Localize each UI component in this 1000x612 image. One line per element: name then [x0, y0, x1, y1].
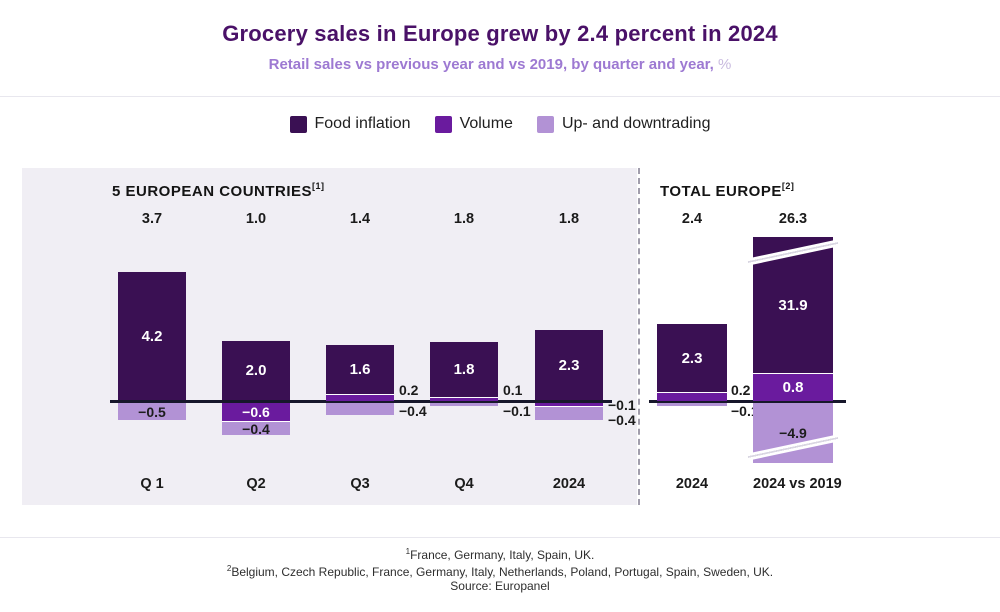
volume-swatch-icon: [434, 115, 452, 133]
category-label-2024: 2024: [552, 476, 586, 492]
bar-q3-inflation-label: 1.6: [349, 361, 371, 378]
bar-q3-volume-segment: [326, 394, 394, 401]
total-label-q2: 1.0: [245, 211, 267, 227]
bar-q3-downtrading-label: −0.4: [399, 403, 427, 419]
bar-te2024vs2019-downtrading-label: −4.9: [779, 425, 807, 441]
legend-label: Food inflation: [314, 115, 411, 132]
left-axis-line: [110, 400, 612, 403]
bar-2024-food-inflation-segment: 2.3: [535, 330, 603, 400]
bar-q3-volume-label: 0.2: [399, 382, 419, 398]
bar-q4-volume-label: 0.1: [503, 382, 523, 398]
up-downtrading-swatch-icon: [536, 115, 554, 133]
bar-te2024-downtrading-segment: [657, 403, 727, 406]
bar-q2-food-inflation-segment: 2.0: [222, 341, 290, 400]
legend-item-volume: Volume: [434, 115, 513, 133]
category-label-q4: Q4: [454, 476, 474, 492]
category-label-q3: Q3: [350, 476, 370, 492]
total-label-2024: 1.8: [558, 211, 580, 227]
category-label-te2024vs2019: 2024 vs 2019: [753, 476, 842, 492]
source-line: Source: Europanel: [450, 579, 550, 593]
footnote-1-ref: 1: [405, 547, 411, 556]
bar-2024-downtrading-label: −0.4: [608, 412, 636, 428]
bar-q1-downtrading-segment: −0.5: [118, 403, 186, 420]
bar-q4-downtrading-segment: [430, 403, 498, 406]
bar-q3-food-inflation-segment: 1.6: [326, 345, 394, 394]
bar-q1-food-inflation-segment: 4.2: [118, 272, 186, 400]
bar-q2-volume-segment: −0.6: [222, 403, 290, 421]
page-subtitle: Retail sales vs previous year and vs 201…: [0, 56, 1000, 73]
legend-label: Up- and downtrading: [561, 115, 711, 132]
bar-2024-downtrading-segment: [535, 406, 603, 420]
page-title: Grocery sales in Europe grew by 2.4 perc…: [222, 21, 778, 46]
total-label-q3: 1.4: [349, 211, 371, 227]
bar-2024-volume-label: −0.1: [608, 397, 636, 413]
left-panel-title-text: 5 EUROPEAN COUNTRIES: [112, 183, 313, 200]
bar-te2024-food-inflation-segment: 2.3: [657, 324, 727, 392]
bar-te2024-inflation-label: 2.3: [681, 349, 703, 367]
header-divider: [0, 96, 1000, 97]
bar-q2-inflation-label: 2.0: [245, 362, 267, 379]
footer-divider: [0, 537, 1000, 538]
right-panel-title-text: TOTAL EUROPE: [660, 183, 782, 200]
footnote-1-text: France, Germany, Italy, Spain, UK.: [410, 548, 595, 562]
bar-q2-volume-label: −0.6: [242, 404, 270, 420]
footnote-2: 2Belgium, Czech Republic, France, German…: [0, 561, 1000, 580]
legend-label: Volume: [459, 115, 513, 132]
total-label-te2024: 2.4: [681, 211, 703, 227]
legend-item-food-inflation: Food inflation: [289, 115, 411, 133]
bar-te2024vs2019-volume-label: 0.8: [782, 379, 804, 396]
chart-legend: Food inflation Volume Up- and downtradin…: [0, 115, 1000, 133]
bar-q3-downtrading-segment: [326, 403, 394, 415]
total-label-q4: 1.8: [453, 211, 475, 227]
bar-q2-downtrading-label: −0.4: [242, 420, 270, 437]
bar-te2024-volume-segment: [657, 392, 727, 401]
bar-q4-food-inflation-segment: 1.8: [430, 342, 498, 397]
bar-2024-volume-segment: [535, 403, 603, 406]
category-label-q1: Q 1: [140, 476, 164, 492]
bar-te2024vs2019-inflation-label: 31.9: [778, 296, 808, 314]
subtitle-unit: %: [718, 56, 732, 73]
bar-2024-inflation-label: 2.3: [558, 356, 580, 374]
bar-te2024-volume-label: 0.2: [731, 382, 751, 398]
footnote-2-text: Belgium, Czech Republic, France, Germany…: [231, 565, 774, 579]
subtitle-text: Retail sales vs previous year and vs 201…: [268, 56, 714, 73]
footnote-2-ref: 2: [226, 564, 232, 573]
footnote-1: 1France, Germany, Italy, Spain, UK.: [0, 544, 1000, 563]
category-label-q2: Q2: [246, 476, 266, 492]
category-label-te2024: 2024: [675, 476, 709, 492]
bar-te2024vs2019-volume-segment: 0.8: [753, 373, 833, 401]
bar-q4-inflation-label: 1.8: [453, 361, 475, 378]
bar-te2024-downtrading-label: −0.1: [731, 403, 759, 419]
bar-q2-downtrading-segment: −0.4: [222, 420, 290, 437]
right-axis-line: [649, 400, 846, 403]
bar-q1-inflation-label: 4.2: [141, 327, 163, 345]
left-panel-footnote-ref: [1]: [312, 181, 325, 191]
right-panel-title: TOTAL EUROPE[2]: [660, 181, 795, 200]
total-label-te2024vs2019: 26.3: [778, 211, 808, 227]
total-label-q1: 3.7: [141, 211, 163, 227]
left-panel-title: 5 EUROPEAN COUNTRIES[1]: [112, 181, 325, 200]
panel-separator-dashed-line: [638, 168, 640, 505]
legend-item-up-downtrading: Up- and downtrading: [536, 115, 711, 133]
food-inflation-swatch-icon: [289, 115, 307, 133]
bar-q4-downtrading-label: −0.1: [503, 403, 531, 419]
bar-q1-downtrading-label: −0.5: [138, 403, 166, 420]
bar-q4-volume-segment: [430, 397, 498, 401]
right-panel-footnote-ref: [2]: [781, 181, 795, 191]
